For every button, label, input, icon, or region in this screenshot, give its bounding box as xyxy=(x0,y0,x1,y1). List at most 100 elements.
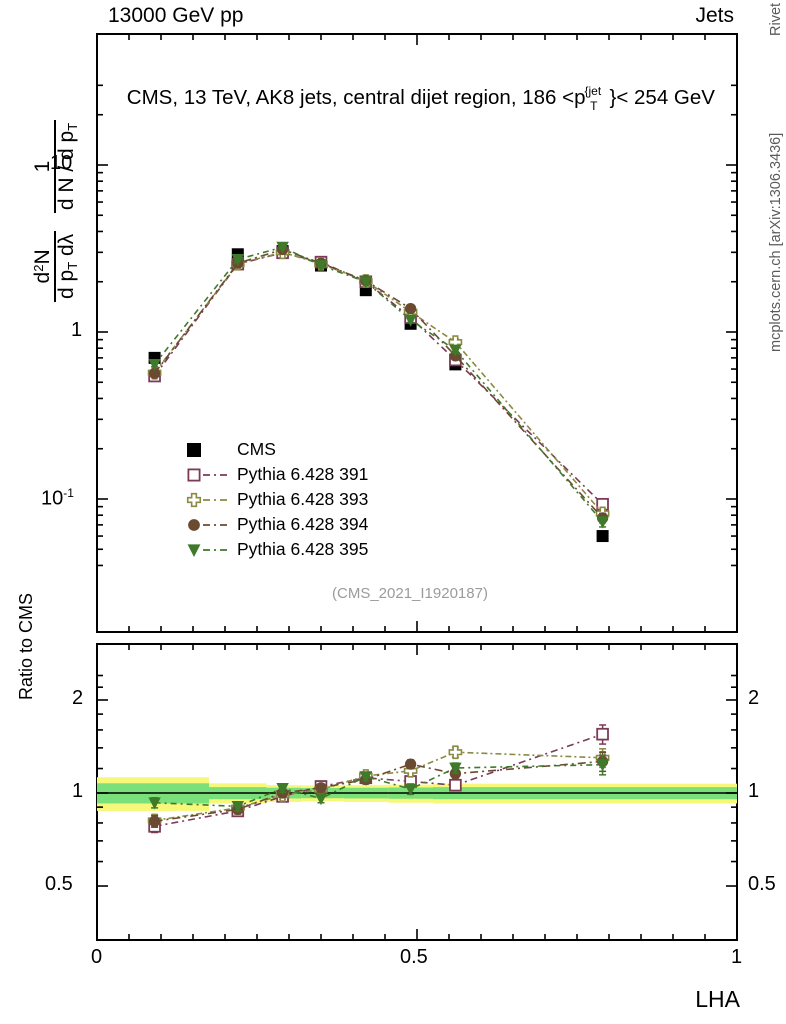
ratio-y-tick-label: 1 xyxy=(72,780,84,802)
ratio-panel-series xyxy=(147,724,610,834)
legend: CMS Pythia 6.428 391 Pythia 6.428 393 Pythi… xyxy=(185,437,368,562)
data-point-marker xyxy=(449,778,462,792)
x-axis-label: LHA xyxy=(695,986,740,1012)
header-category-label: Jets xyxy=(695,4,734,27)
data-point-marker xyxy=(596,755,609,768)
data-point-marker xyxy=(187,442,201,457)
data-point-marker xyxy=(596,530,609,543)
legend-item-label: Pythia 6.428 391 xyxy=(237,464,369,484)
data-point-marker xyxy=(595,750,610,765)
x-tick-label: 1 xyxy=(731,946,743,968)
ratio-y-tick-label-right: 0.5 xyxy=(748,873,776,896)
data-point-marker xyxy=(315,257,327,269)
data-point-marker xyxy=(403,763,418,778)
data-point-marker xyxy=(449,353,462,367)
x-tick-label: 0.5 xyxy=(400,946,428,968)
data-point-marker xyxy=(276,782,289,796)
data-point-marker xyxy=(148,797,161,810)
data-point-marker xyxy=(596,727,609,741)
main-y-tick-label: 10-1 xyxy=(41,486,74,510)
ratio-y-tick-label: 0.5 xyxy=(45,873,73,896)
legend-item-pythia-6-428-393[interactable]: Pythia 6.428 393 xyxy=(185,487,368,512)
ratio-band-inner xyxy=(97,783,209,804)
data-point-marker xyxy=(596,512,609,524)
data-point-marker xyxy=(448,745,463,760)
legend-item-pythia-6-428-391[interactable]: Pythia 6.428 391 xyxy=(185,462,368,487)
data-point-marker xyxy=(404,314,417,327)
title-tail-text: }< 254 GeV xyxy=(609,86,715,109)
legend-item-pythia-6-428-395[interactable]: Pythia 6.428 395 xyxy=(185,537,368,562)
ratio-band-inner xyxy=(301,787,344,799)
data-point-marker xyxy=(404,783,417,796)
data-point-marker xyxy=(359,275,373,289)
ratio-band-outer xyxy=(343,784,389,803)
ratio-band-outer xyxy=(97,777,209,811)
data-point-marker xyxy=(359,771,373,785)
legend-item-label: CMS xyxy=(237,439,276,459)
data-point-marker xyxy=(314,256,328,271)
mcplots-caption: mcplots.cern.ch [arXiv:1306.3436] xyxy=(768,132,784,352)
ratio-band-inner xyxy=(266,787,302,799)
data-point-marker xyxy=(148,358,161,372)
ratio-band-inner xyxy=(209,787,267,800)
data-point-marker xyxy=(147,813,162,828)
title-main-text: CMS, 13 TeV, AK8 jets, central dijet reg… xyxy=(126,86,586,109)
data-point-marker xyxy=(358,769,373,783)
data-point-marker xyxy=(359,771,373,784)
ratio-y-tick-label: 2 xyxy=(72,686,84,709)
ratio-y-tick-label-right: 1 xyxy=(748,780,760,802)
header-beam-label: 13000 GeV pp xyxy=(108,4,244,27)
legend-marker-open-cross-icon xyxy=(185,489,229,511)
ratio-band-inner xyxy=(343,787,389,799)
data-point-marker xyxy=(404,317,417,330)
main-y-tick-label: 10 xyxy=(50,152,73,174)
data-point-marker xyxy=(315,259,327,272)
data-point-marker xyxy=(360,773,372,786)
data-point-marker xyxy=(231,800,245,814)
data-point-marker xyxy=(596,759,609,772)
legend-marker-open-square-icon xyxy=(185,464,229,486)
data-point-marker xyxy=(148,367,161,380)
ratio-band-outer xyxy=(301,785,344,802)
data-point-marker xyxy=(276,243,289,256)
main-y-tick-label: 1 xyxy=(71,319,83,341)
data-point-marker xyxy=(449,767,462,780)
data-point-marker xyxy=(404,302,417,315)
data-point-marker xyxy=(147,365,162,380)
legend-item-label: Pythia 6.428 394 xyxy=(237,514,369,534)
data-point-marker xyxy=(148,369,161,383)
data-point-marker xyxy=(314,255,328,269)
data-point-marker xyxy=(595,506,610,521)
data-point-marker xyxy=(231,804,245,818)
title-subscript: T xyxy=(590,99,598,113)
legend-item-pythia-6-428-394[interactable]: Pythia 6.428 394 xyxy=(185,512,368,537)
ratio-band-outer xyxy=(388,784,433,803)
legend-item-label: Pythia 6.428 393 xyxy=(237,489,369,509)
data-point-marker xyxy=(276,787,289,799)
data-point-marker xyxy=(232,803,244,816)
data-point-marker xyxy=(186,492,202,507)
data-point-marker xyxy=(360,274,372,287)
data-point-marker xyxy=(231,254,245,267)
data-point-marker xyxy=(403,305,418,319)
data-point-marker xyxy=(187,543,201,557)
title-superscript: {jet xyxy=(584,84,602,98)
data-point-marker xyxy=(276,790,289,803)
data-point-marker xyxy=(230,256,245,271)
data-point-marker xyxy=(314,793,328,806)
data-point-marker xyxy=(404,758,417,770)
data-point-marker xyxy=(275,788,290,802)
data-point-marker xyxy=(315,782,327,794)
legend-item-cms[interactable]: CMS xyxy=(185,437,368,462)
data-point-marker xyxy=(449,344,462,357)
data-point-marker xyxy=(596,497,609,511)
data-point-marker xyxy=(148,820,161,833)
data-point-marker xyxy=(276,246,289,260)
analysis-id-watermark: (CMS_2021_I1920187) xyxy=(332,585,488,602)
data-point-marker xyxy=(314,782,328,797)
data-point-marker xyxy=(449,358,462,371)
data-point-marker xyxy=(359,284,372,297)
data-point-marker xyxy=(148,351,161,364)
